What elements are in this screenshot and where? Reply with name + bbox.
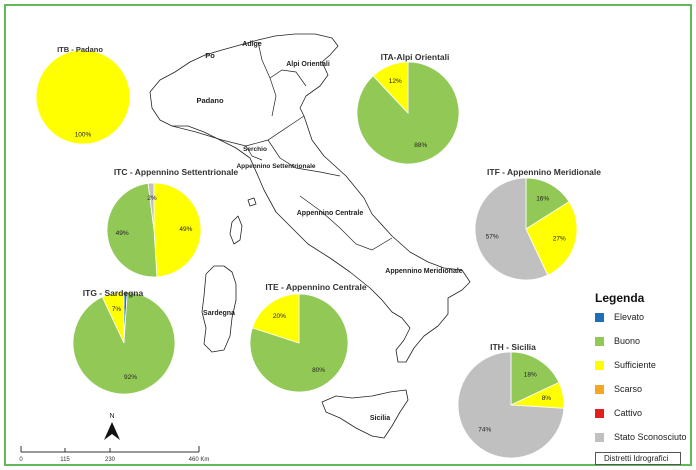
pie-value-label: 80% [312,367,325,374]
scale-tick-460: 460 Km [189,457,210,463]
legend-label: Buono [614,336,641,346]
region-label-alpi: Alpi Orientali [286,61,330,68]
pie-chart: 49% 49% 2% ITC - Appennino Settentrionale [106,167,239,278]
legend-item: Cattivo [595,407,642,419]
boundary-centr-merid [299,195,393,251]
legend-swatch [595,360,604,370]
region-label-sardegna: Sardegna [203,310,235,317]
corsica-outline [229,215,243,245]
pie-slice [525,201,578,276]
pie-title: ITF - Appennino Meridionale [487,167,601,177]
region-label-app_sett: Appennino Settentrionale [236,163,315,170]
region-label-app_centr: Appennino Centrale [297,210,364,217]
pie-chart: 18% 8% 74% ITH - Sicilia [457,342,565,459]
pie-value-label: 7% [112,306,122,313]
pie-value-label: 18% [524,372,537,379]
region-label-sicilia: Sicilia [370,415,390,422]
legend-label: Sufficiente [614,360,656,370]
pie-chart: 80% 20% ITE - Appennino Centrale [249,282,367,393]
legend-swatch [595,408,604,418]
legend-label: Scarso [614,384,643,394]
pie-value-label: 57% [486,234,499,241]
pie-slice [510,351,560,406]
pie-slice [35,49,131,145]
boundary-sett-centr [267,139,341,177]
region-label-adige: Adige [242,41,262,48]
scale-tick-0: 0 [19,457,23,463]
legend-swatch [595,432,604,442]
pie-value-label: 74% [478,427,491,434]
boundary-adige-alpi [269,69,307,87]
pie-title: ITG - Sardegna [83,288,144,298]
pie-value-label: 49% [179,226,192,233]
region-label-padano: Padano [196,96,224,105]
legend-item: Stato Sconosciuto [595,431,687,443]
pie-value-label: 88% [414,142,427,149]
region-label-po: Po [205,51,215,60]
pie-slice [147,182,155,231]
pie-slice [106,182,158,278]
pie-value-label: 20% [273,313,286,320]
pie-value-label: 1% [120,305,130,312]
pie-slice [251,293,300,344]
pie-chart: 1% 92% 7% ITG - Sardegna [72,288,176,395]
pie-slice [101,291,125,344]
pie-title: ITC - Appennino Settentrionale [114,167,239,177]
pie-value-label: 8% [542,395,552,402]
legend-label: Cattivo [614,408,643,418]
north-arrow-icon [104,422,120,440]
legend-swatch [595,336,604,346]
pie-chart: 88% 12% ITA-Alpi Orientali [356,52,460,165]
pie-slice [372,61,409,115]
pie-value-label: 92% [124,374,137,381]
pie-value-label: 100% [75,132,92,139]
region-label-serchio: Serchio [243,146,267,153]
scale-tick-230: 230 [105,457,116,463]
legend-swatch [595,384,604,394]
pie-slice [457,351,565,459]
pie-title: ITA-Alpi Orientali [381,52,450,62]
pie-value-label: 16% [536,196,549,203]
pie-value-label: 49% [116,230,129,237]
legend-label: Stato Sconosciuto [614,432,687,442]
scale-tick-115: 115 [60,457,70,463]
legend-item: Buono [595,335,640,347]
pie-slice [153,182,202,278]
legend-item: Scarso [595,383,642,395]
legend-item: Sufficiente [595,359,656,371]
district-boundaries [171,41,393,251]
pie-value-label: 2% [147,195,157,202]
pie-title: ITE - Appennino Centrale [265,282,366,292]
pie-slice [525,177,570,230]
north-label: N [109,413,114,420]
elba-outline [247,197,257,207]
italy-outline [149,33,471,439]
legend-boundary-swatch [595,452,681,465]
sicily-outline [321,389,409,439]
pie-value-label: 12% [389,78,402,85]
legend-item: Elevato [595,311,644,323]
legend-swatch [595,312,604,322]
pie-title: ITH - Sicilia [490,342,536,352]
legend-label: Elevato [614,312,645,322]
legend-title: Legenda [595,291,645,305]
region-label-app_merid: Appennino Meridionale [385,268,462,275]
pie-slice [474,177,549,281]
pie-chart: 16% 27% 57% ITF - Appennino Meridionale [474,167,601,281]
sardinia-outline [201,265,237,353]
pie-chart: 100% ITB - Padano [35,45,131,145]
pie-value-label: 27% [553,236,566,243]
legend-boundary-label: Distretti Idrografici [604,454,669,463]
pie-title: ITB - Padano [57,45,103,54]
boundary-serchio [245,145,263,161]
mainland-outline [149,33,471,363]
